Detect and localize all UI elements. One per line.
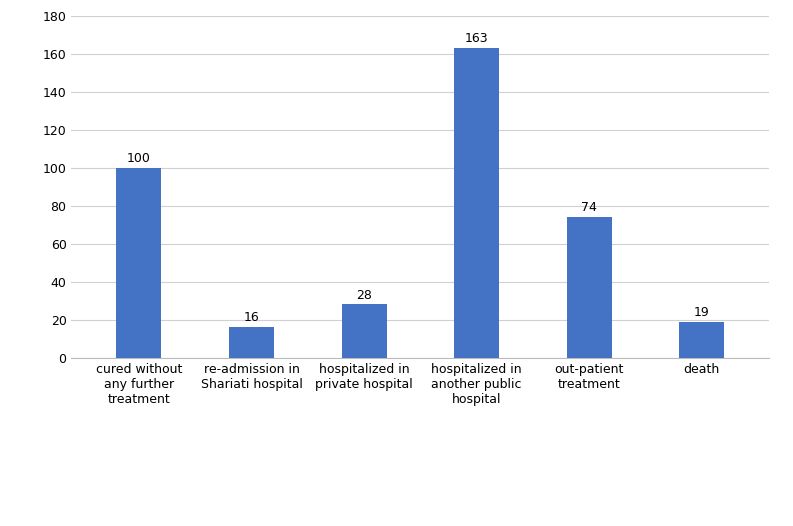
Text: 74: 74 <box>581 201 597 214</box>
Text: 100: 100 <box>127 152 151 165</box>
Bar <box>117 168 162 358</box>
Text: 163: 163 <box>465 32 488 45</box>
Bar <box>567 217 611 358</box>
Bar <box>342 305 386 358</box>
Text: 19: 19 <box>694 306 710 319</box>
Bar <box>454 48 499 358</box>
Bar <box>679 321 724 358</box>
Text: 16: 16 <box>243 311 259 325</box>
Bar <box>229 327 274 358</box>
Text: 28: 28 <box>356 289 372 301</box>
